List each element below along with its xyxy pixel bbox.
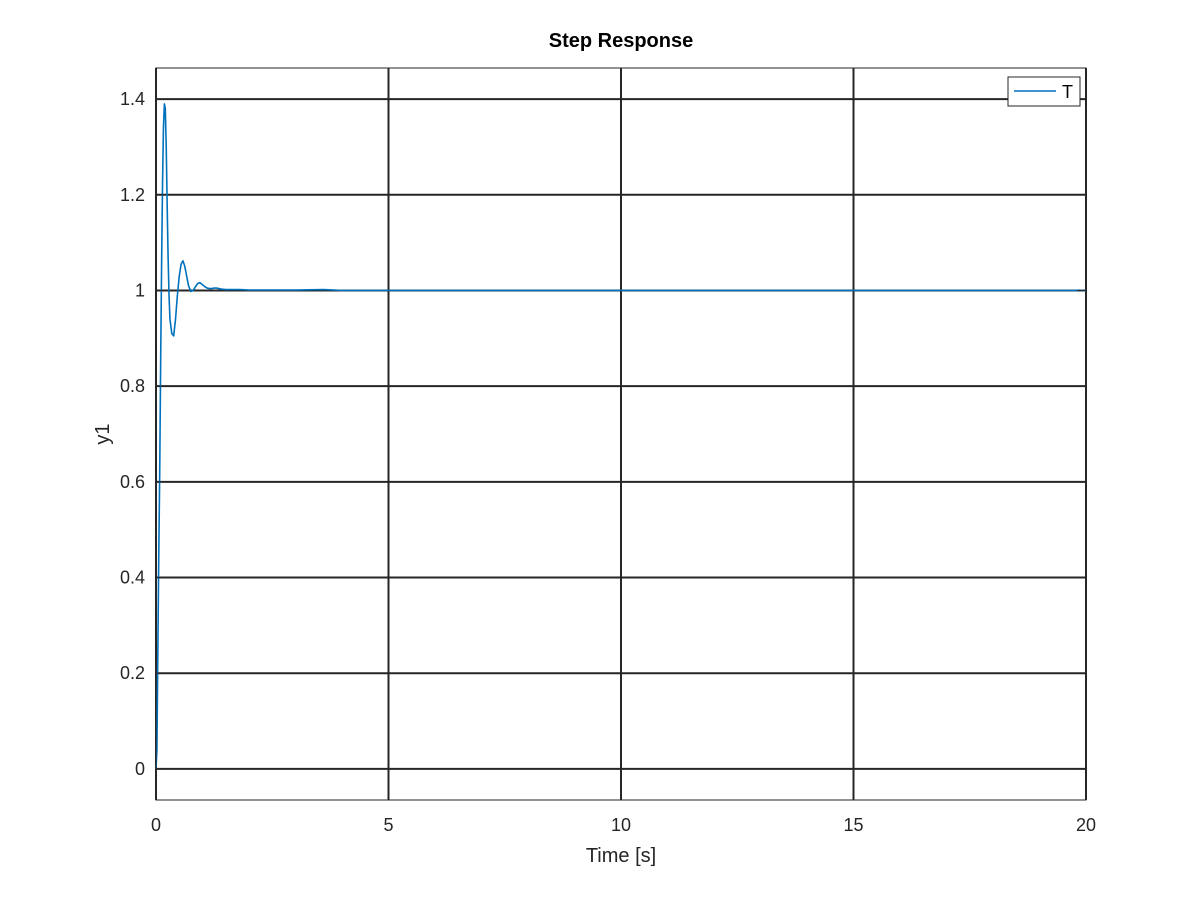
y-tick-label: 1.4 bbox=[120, 89, 145, 109]
series-layer bbox=[155, 103, 1086, 769]
y-tick-label: 0.4 bbox=[120, 568, 145, 588]
x-tick-label: 5 bbox=[383, 815, 393, 835]
series-line-T bbox=[155, 103, 1086, 769]
x-axis-label: Time [s] bbox=[586, 845, 656, 867]
y-tick-label: 0.8 bbox=[120, 376, 145, 396]
x-tick-label: 10 bbox=[611, 815, 631, 835]
y-tick-label: 1.2 bbox=[120, 185, 145, 205]
x-tick-label: 0 bbox=[151, 815, 161, 835]
x-tick-label: 15 bbox=[843, 815, 863, 835]
y-tick-label: 1 bbox=[135, 280, 145, 300]
y-tick-label: 0.2 bbox=[120, 663, 145, 683]
chart-title: Step Response bbox=[549, 30, 693, 52]
y-tick-label: 0.6 bbox=[120, 472, 145, 492]
ticks: 0 5 10 15 20 0 0.2 0.4 0.6 0.8 1 1.2 1.4 bbox=[120, 68, 1096, 835]
x-tick-label: 20 bbox=[1076, 815, 1096, 835]
y-axis-label: y1 bbox=[92, 423, 114, 444]
legend: T bbox=[1007, 76, 1081, 107]
y-tick-label: 0 bbox=[135, 759, 145, 779]
legend-label-T: T bbox=[1062, 82, 1073, 102]
